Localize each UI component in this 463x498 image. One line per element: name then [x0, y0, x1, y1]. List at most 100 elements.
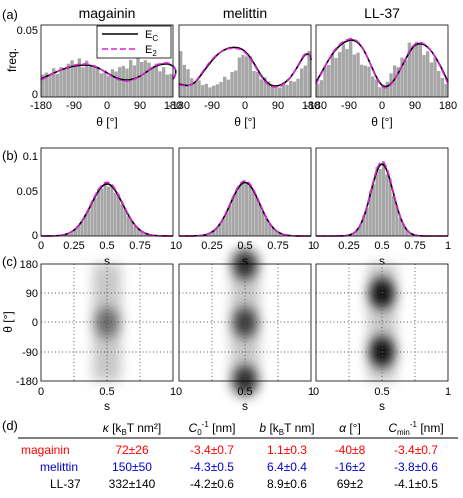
ylabel-a: freq. — [5, 48, 19, 72]
hist-bar — [372, 184, 376, 236]
xtick-a-ll-3: 90 — [409, 100, 421, 112]
hist-bar — [433, 57, 437, 97]
axes-c-melittin — [178, 263, 312, 382]
hist-bar — [270, 84, 275, 97]
ytick-b-005: 0.05 — [17, 186, 38, 198]
title-ll37: LL-37 — [364, 5, 400, 21]
cell-cmin: -3.4±0.7 — [394, 443, 438, 457]
xtick-c-mag-2: 1 — [170, 386, 176, 398]
hist-bar — [223, 76, 227, 97]
hist-bar — [182, 64, 187, 97]
hist-bar — [300, 68, 304, 97]
xtick-c-mag-1: 0.5 — [99, 386, 114, 398]
xlabel-c-mel: s — [242, 399, 248, 413]
table-row-magainin: magainin 72±26 -3.4±0.7 1.1±0.3 -40±8 -3… — [21, 443, 438, 457]
curve-e2-melittin — [178, 47, 312, 88]
hist-bar — [114, 71, 118, 97]
hist-bar — [398, 217, 402, 236]
hist-bar — [388, 178, 392, 236]
ytick-a-005: 0.05 — [17, 25, 38, 37]
hist-bar — [225, 210, 229, 236]
subplot-a-magainin: EC E2 -180 -90 0 90 180 θ [°] — [30, 24, 182, 129]
hist-bar — [440, 78, 445, 97]
hist-bar — [143, 232, 147, 236]
xtick-b-ll-3: 0.75 — [404, 240, 425, 252]
hist-bar — [261, 211, 265, 236]
grid-c-magainin — [41, 264, 173, 381]
hist-bar — [258, 204, 262, 236]
hist-bar — [375, 167, 379, 236]
hist-bar — [41, 74, 45, 97]
axes-b-melittin — [178, 147, 312, 237]
xtick-b-mag-2: 0.5 — [99, 240, 114, 252]
hist-bar — [349, 37, 353, 97]
xtick-c-mel-2: 1 — [308, 386, 314, 398]
hist-bar — [235, 191, 239, 236]
hist-bar — [52, 68, 56, 97]
hist-bar — [382, 160, 385, 236]
xtick-c-ll-0: 0 — [313, 386, 319, 398]
hist-bar — [352, 54, 357, 97]
grid-c-melittin — [179, 264, 311, 381]
hist-b-ll37 — [345, 160, 418, 236]
hist-bar — [338, 52, 342, 97]
hist-bar — [132, 65, 137, 97]
hist-bar — [81, 67, 85, 97]
xlabel-c-ll: s — [379, 399, 385, 413]
hist-bar — [143, 60, 148, 97]
panel-label-a: (a) — [2, 7, 18, 22]
row-b-s-distributions: 0 0.05 0.1 0 0.25 0.5 0.75 1 s 0 0.25 0.… — [17, 147, 451, 268]
hist-bar — [125, 68, 129, 97]
density-peak — [232, 307, 258, 338]
hist-bar — [123, 207, 127, 236]
xtick-b-mag-4: 1 — [170, 240, 176, 252]
hist-bar — [251, 190, 255, 236]
panel-label-b: (b) — [2, 148, 18, 163]
hist-a-magainin — [41, 55, 173, 97]
hist-bar — [107, 186, 110, 236]
legend-label-e2: E2 — [145, 44, 157, 58]
ytick-b-01: 0.1 — [23, 151, 38, 163]
hist-bar — [219, 81, 223, 97]
hist-bar — [264, 218, 268, 236]
hist-bar — [241, 54, 245, 97]
hist-bar — [226, 79, 231, 97]
col-header-c0: C0-1 [nm] — [189, 420, 236, 437]
subplot-b-melittin: 0 0.25 0.5 0.75 1 s — [176, 147, 314, 268]
hist-bar — [77, 224, 81, 236]
hist-bar — [327, 65, 331, 97]
col-header-b: b [kBT nm] — [259, 421, 314, 437]
fit-e2 — [179, 180, 311, 237]
hist-bar — [126, 216, 130, 236]
ytick-c-180: 180 — [20, 259, 38, 271]
hist-bar — [93, 197, 97, 236]
hist-bar — [103, 182, 107, 236]
xlabel-a-mel: θ [°] — [234, 115, 255, 129]
xtick-b-mag-0: 0 — [38, 240, 44, 252]
xlabel-c-mag: s — [104, 399, 110, 413]
panel-label-d: (d) — [2, 418, 18, 433]
hist-bar — [66, 63, 71, 97]
hist-bar — [245, 56, 249, 97]
fit-e2 — [41, 181, 173, 237]
hist-bar — [120, 204, 124, 236]
hist-bar — [408, 232, 412, 236]
subplot-c-magainin: 0 0.5 1 s — [38, 263, 176, 413]
hist-bar — [245, 182, 248, 236]
col-header-alpha: α [°] — [339, 421, 361, 435]
fit-b-melittin — [179, 180, 311, 237]
hist-bar — [268, 223, 272, 236]
xtick-a-mel-0: -180 — [168, 100, 190, 112]
hist-bar — [422, 55, 426, 97]
axes-c-magainin — [40, 263, 174, 382]
hist-bar — [63, 68, 67, 97]
hist-bar — [307, 50, 311, 97]
hist-bar — [418, 43, 423, 97]
hist-bar — [208, 87, 212, 97]
hist-bar — [238, 184, 242, 236]
xtick-b-ll-2: 0.5 — [374, 240, 389, 252]
hist-bar — [44, 72, 49, 97]
hist-bar — [345, 48, 349, 97]
hist-b-magainin — [57, 182, 160, 236]
